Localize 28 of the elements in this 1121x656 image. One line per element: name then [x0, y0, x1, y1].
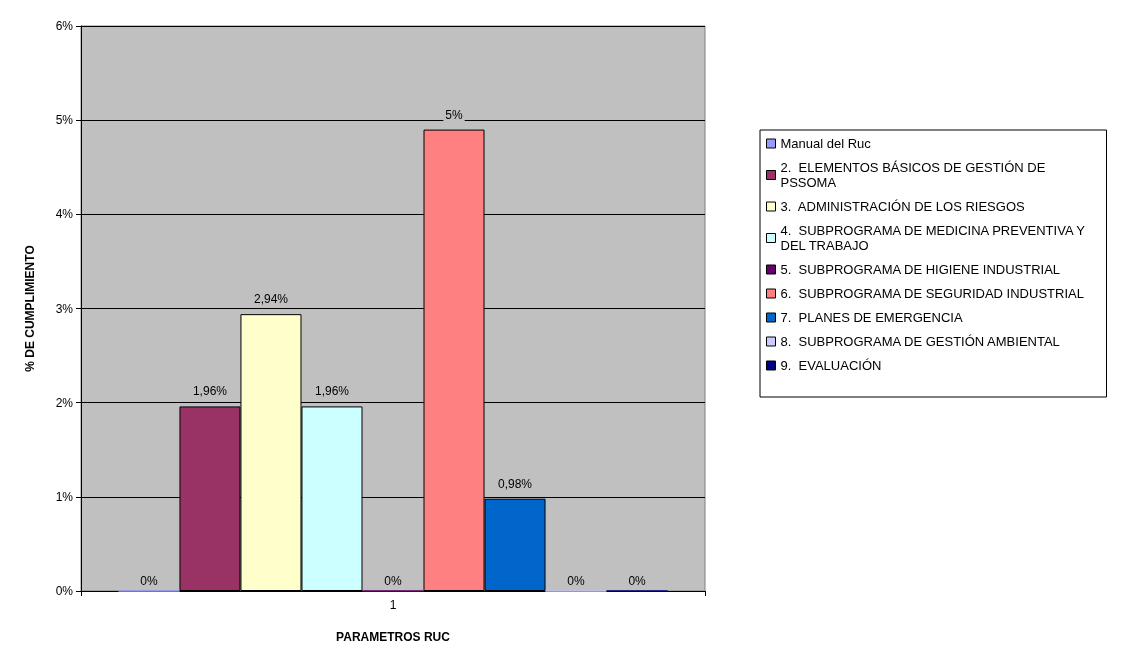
legend-label: 9. EVALUACIÓN [780, 358, 882, 373]
data-label: 0% [140, 573, 158, 588]
x-tick-label: 1 [389, 598, 397, 612]
data-label: 5% [445, 107, 464, 122]
data-label: 0,98% [498, 476, 533, 491]
y-tick-label: 5% [55, 113, 74, 128]
data-label: 0% [384, 573, 402, 588]
data-label: 0% [567, 573, 586, 588]
legend-label: 3. ADMINISTRACIÓN DE LOS RIESGOS [780, 199, 1025, 214]
data-label: 1,96% [192, 384, 228, 399]
y-axis-title: % DE CUMPLIMIENTO [23, 245, 37, 372]
y-tick-label: 1% [55, 489, 74, 504]
data-label: 0% [628, 573, 647, 588]
y-tick-label: 6% [55, 19, 74, 33]
data-label: 2,94% [253, 292, 289, 307]
y-tick-label: 2% [55, 395, 74, 410]
legend-label: 2. ELEMENTOS BÁSICOS DE GESTIÓN DE PSSOMA [780, 160, 1049, 190]
y-tick-label: 4% [55, 207, 74, 222]
data-label: 1,96% [314, 384, 350, 399]
legend-label: Manual del Ruc [780, 136, 872, 151]
legend-label: 6. SUBPROGRAMA DE SEGURIDAD INDUSTRIAL [780, 286, 1084, 301]
y-tick-label: 0% [55, 584, 74, 598]
legend-label: 5. SUBPROGRAMA DE HIGIENE INDUSTRIAL [780, 262, 1061, 277]
legend-label: 8. SUBPROGRAMA DE GESTIÓN AMBIENTAL [780, 334, 1060, 349]
y-tick-label: 3% [55, 301, 74, 316]
legend-label: 7. PLANES DE EMERGENCIA [780, 310, 963, 325]
x-axis-title: PARAMETROS RUC [336, 630, 451, 644]
legend-label: 4. SUBPROGRAMA DE MEDICINA PREVENTIVA Y DEL TRABAJO [780, 223, 1089, 253]
